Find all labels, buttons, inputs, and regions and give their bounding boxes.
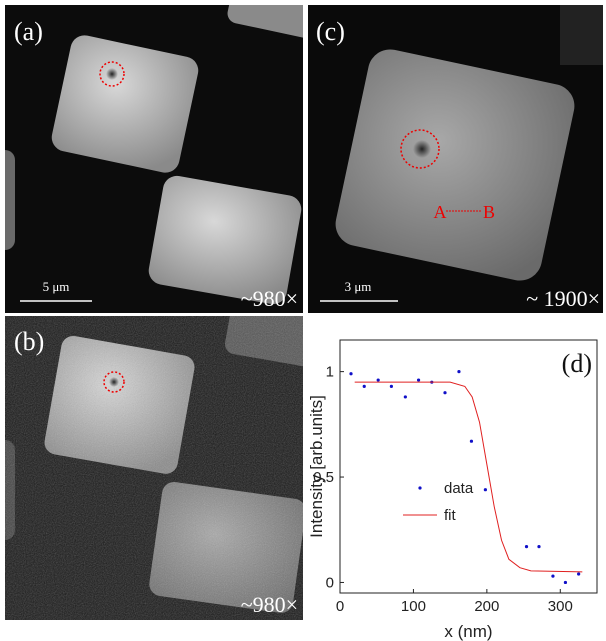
y-axis-label: Intensity [arb.units]: [307, 395, 326, 538]
data-point: [363, 385, 366, 388]
magnification: ~980×: [241, 286, 298, 311]
y-tick-label: 0: [326, 574, 334, 591]
x-tick-label: 300: [548, 598, 573, 615]
legend-marker: [418, 486, 421, 489]
x-tick-label: 200: [474, 598, 499, 615]
scale-bar-label: 5 μm: [43, 279, 70, 294]
data-point: [551, 575, 554, 578]
legend-label: data: [444, 480, 474, 497]
x-axis-label: x (nm): [444, 622, 492, 641]
image-b: [0, 293, 322, 620]
legend-label: fit: [444, 507, 457, 524]
image-c: [308, 5, 606, 313]
panel-label: (d): [562, 349, 592, 378]
image-a: [0, 0, 324, 313]
data-point: [404, 395, 407, 398]
magnification: ~980×: [241, 592, 298, 617]
data-point: [417, 378, 420, 381]
data-point: [577, 572, 580, 575]
data-point: [484, 488, 487, 491]
data-point: [470, 440, 473, 443]
magnification: ~ 1900×: [526, 286, 600, 311]
data-point: [390, 385, 393, 388]
data-point: [349, 372, 352, 375]
figure: (a) 5 μm ~980× (b) ~980× (c) A B 3 μm ~ …: [0, 0, 606, 641]
data-point: [564, 581, 567, 584]
point-label: A: [434, 202, 447, 222]
panel-label: (b): [14, 327, 44, 356]
data-point: [377, 378, 380, 381]
data-point: [537, 545, 540, 548]
y-tick-label: 1: [326, 364, 334, 381]
x-tick-label: 0: [336, 598, 344, 615]
panel-label: (c): [316, 17, 345, 46]
data-point: [457, 370, 460, 373]
plot-area: [340, 340, 597, 593]
point-label: B: [483, 202, 495, 222]
data-point: [525, 545, 528, 548]
panel-label: (a): [14, 17, 43, 46]
data-point: [443, 391, 446, 394]
scale-bar-label: 3 μm: [345, 279, 372, 294]
x-tick-label: 100: [401, 598, 426, 615]
